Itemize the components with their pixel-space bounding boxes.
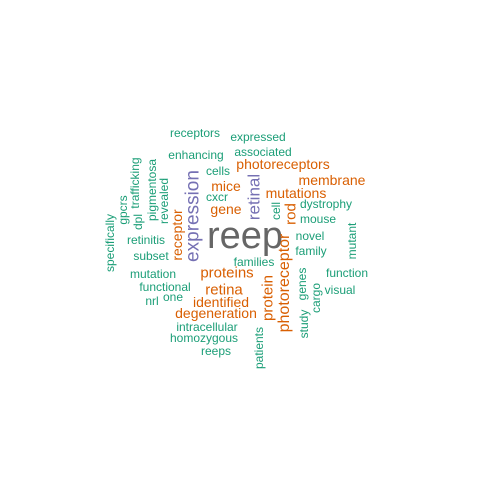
- word-retinitis: retinitis: [126, 233, 166, 247]
- word-associated: associated: [234, 145, 292, 159]
- word-mutant: mutant: [345, 222, 359, 260]
- word-retina: retina: [205, 281, 243, 299]
- word-novel: novel: [295, 229, 325, 243]
- word-membrane: membrane: [298, 172, 366, 188]
- word-dpl: dpl: [131, 213, 145, 231]
- word-mutation: mutation: [129, 267, 177, 281]
- word-trafficking: trafficking: [128, 157, 142, 209]
- word-proteins: proteins: [200, 264, 254, 282]
- word-functional: functional: [139, 280, 191, 294]
- word-gpcrs: gpcrs: [116, 195, 130, 225]
- word-specifically: specifically: [103, 213, 117, 273]
- word-retinal: retinal: [244, 173, 264, 221]
- word-genes: genes: [295, 267, 309, 301]
- word-function: function: [325, 266, 369, 280]
- word-one: one: [162, 290, 184, 304]
- word-photoreceptors: photoreceptors: [236, 156, 330, 172]
- word-families: families: [233, 255, 275, 269]
- word-expressed: expressed: [230, 130, 286, 144]
- word-mutations: mutations: [265, 185, 327, 201]
- word-cxcr: cxcr: [206, 190, 228, 204]
- word-cells: cells: [205, 164, 231, 178]
- word-mouse: mouse: [299, 212, 337, 226]
- word-nrl: nrl: [145, 294, 159, 308]
- word-study: study: [297, 309, 311, 339]
- word-identified: identified: [192, 294, 250, 310]
- word-homozygous: homozygous: [169, 331, 239, 345]
- word-enhancing: enhancing: [168, 148, 224, 162]
- word-receptors: receptors: [169, 126, 221, 140]
- word-dystrophy: dystrophy: [299, 197, 353, 211]
- word-subset: subset: [133, 249, 169, 263]
- word-cell: cell: [269, 201, 283, 221]
- word-protein: protein: [259, 275, 277, 321]
- word-photoreceptor: photoreceptor: [276, 233, 293, 333]
- word-reep: reep: [206, 215, 284, 257]
- word-family: family: [295, 244, 327, 258]
- word-intracellular: intracellular: [176, 320, 238, 334]
- word-visual: visual: [324, 283, 356, 297]
- word-mice: mice: [211, 178, 241, 194]
- word-receptor: receptor: [169, 209, 185, 261]
- word-reeps: reeps: [200, 344, 232, 358]
- word-revealed: revealed: [157, 177, 171, 225]
- word-cargo: cargo: [309, 282, 323, 314]
- word-gene: gene: [210, 201, 242, 217]
- word-patients: patients: [252, 326, 266, 370]
- word-degeneration: degeneration: [175, 305, 257, 321]
- word-expression: expression: [182, 170, 204, 262]
- word-rod: rod: [282, 203, 300, 225]
